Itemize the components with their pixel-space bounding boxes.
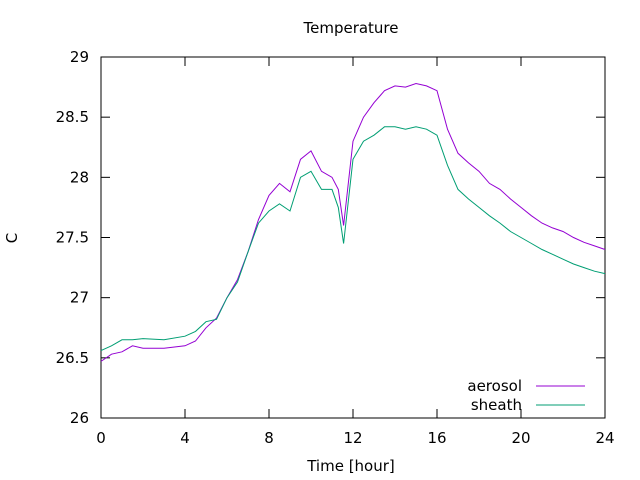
y-tick-label: 28.5: [56, 108, 89, 126]
legend-label-sheath: sheath: [471, 396, 522, 414]
x-tick-label: 24: [595, 429, 614, 447]
x-tick-label: 8: [264, 429, 274, 447]
x-tick-label: 0: [96, 429, 106, 447]
x-axis-label: Time [hour]: [306, 457, 395, 475]
series-line-aerosol: [100, 82, 606, 362]
y-tick-label: 27: [70, 289, 89, 307]
x-tick-label: 20: [511, 429, 530, 447]
legend-label-aerosol: aerosol: [467, 377, 522, 395]
y-axis-ticks: 26 26.5 27 27.5 28 28.5 29: [56, 48, 605, 427]
y-tick-label: 29: [70, 48, 89, 66]
chart-title: Temperature: [302, 19, 398, 37]
series-line-sheath: [100, 126, 606, 352]
y-tick-label: 27.5: [56, 229, 89, 247]
y-tick-label: 26.5: [56, 349, 89, 367]
x-tick-label: 4: [180, 429, 190, 447]
y-tick-label: 28: [70, 168, 89, 186]
y-axis-label: C: [3, 233, 21, 243]
y-tick-label: 26: [70, 409, 89, 427]
x-tick-label: 12: [343, 429, 362, 447]
x-axis-ticks: 0 4 8 12 16 20 24: [96, 57, 615, 447]
x-tick-label: 16: [427, 429, 446, 447]
plot-frame: [100, 56, 606, 419]
series-lines: [100, 82, 606, 362]
